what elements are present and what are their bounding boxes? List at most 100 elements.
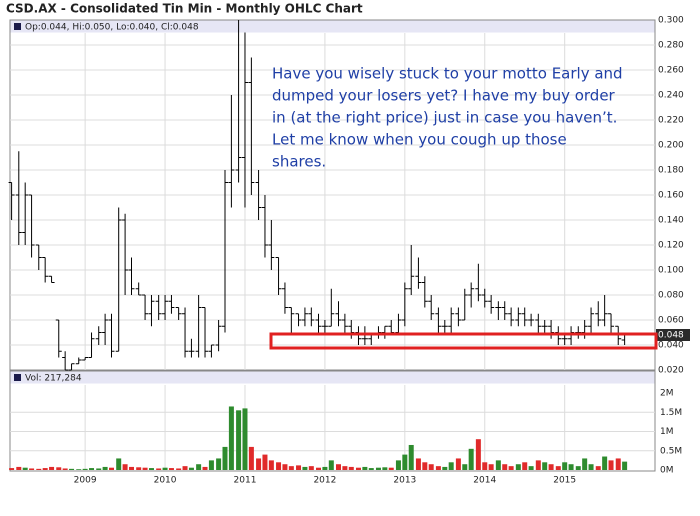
volume-bar [428, 464, 434, 470]
volume-bar [256, 458, 262, 470]
x-tick-label: 2009 [74, 476, 97, 486]
volume-bar [208, 460, 214, 470]
y-tick-label: 0.300 [658, 16, 684, 26]
volume-bar [168, 468, 174, 470]
volume-bar [475, 439, 481, 470]
volume-bar [89, 468, 95, 470]
volume-bar [222, 446, 228, 470]
volume-bar [96, 468, 102, 470]
y-tick-label: 0.5M [660, 446, 682, 456]
y-tick-label: 0.020 [658, 366, 684, 376]
volume-bar [582, 458, 588, 470]
volume-legend: Vol: 217,284 [25, 374, 82, 384]
volume-bar [162, 467, 168, 470]
x-tick-label: 2015 [553, 476, 576, 486]
annotation: Have you wisely stuck to your motto Earl… [272, 65, 623, 171]
volume-bar [395, 460, 401, 470]
volume-bar [9, 468, 15, 470]
volume-panel [9, 370, 656, 472]
volume-bar [328, 460, 334, 470]
volume-bar [608, 460, 614, 470]
volume-bar [182, 466, 188, 470]
volume-bar [348, 466, 354, 470]
y-tick-label: 0.120 [658, 241, 684, 251]
volume-bar [268, 460, 274, 470]
volume-bar [575, 466, 581, 470]
volume-bar [276, 462, 282, 470]
volume-bar [388, 467, 394, 470]
y-tick-label: 0.100 [658, 266, 684, 276]
y-tick-label: 0.240 [658, 91, 684, 101]
volume-bar [408, 444, 414, 470]
volume-bar [488, 464, 494, 470]
chart-title: CSD.AX - Consolidated Tin Min - Monthly … [6, 2, 363, 16]
x-tick-label: 2010 [154, 476, 177, 486]
volume-bar [495, 460, 501, 470]
y-tick-label: 0.140 [658, 216, 684, 226]
legend-icon [14, 374, 21, 381]
volume-bar [136, 467, 142, 470]
volume-bar [202, 466, 208, 470]
last-price-label: 0.048 [658, 331, 684, 341]
annotation-line: in (at the right price) just in case you… [272, 109, 617, 127]
volume-bar [382, 467, 388, 470]
annotation-line: dumped your losers yet? I have my buy or… [272, 87, 616, 105]
volume-bar [62, 468, 68, 470]
volume-bar [302, 466, 308, 470]
y-tick-label: 0.180 [658, 166, 684, 176]
volume-bar [442, 466, 448, 470]
volume-bar [122, 464, 128, 470]
volume-legend-strip [10, 371, 655, 384]
volume-bar [216, 458, 222, 470]
volume-bar [562, 462, 568, 470]
volume-bar [375, 467, 381, 470]
y-tick-label: 1.5M [660, 408, 682, 418]
volume-bar [56, 467, 62, 470]
volume-bar [102, 466, 108, 470]
volume-bar [82, 468, 88, 470]
highlight-box [269, 332, 658, 350]
volume-bar [362, 466, 368, 470]
volume-bar [555, 466, 561, 470]
volume-bar [76, 469, 82, 470]
volume-bar [602, 456, 608, 470]
volume-bar [116, 458, 122, 470]
volume-bar [455, 458, 461, 470]
volume-bar [29, 468, 35, 470]
volume-bar [156, 468, 162, 470]
x-tick-label: 2012 [313, 476, 336, 486]
volume-bar [109, 467, 115, 470]
volume-bar [448, 462, 454, 470]
volume-bar [142, 467, 148, 470]
volume-bar [236, 410, 242, 470]
y-tick-label: 0.040 [658, 341, 684, 351]
volume-bar [588, 464, 594, 470]
volume-bar [342, 466, 348, 470]
y-tick-label: 0.200 [658, 141, 684, 151]
volume-bar [49, 466, 55, 470]
volume-bar [528, 466, 534, 470]
last-price-box [656, 329, 690, 341]
price-legend-strip [10, 20, 655, 33]
y-tick-label: 0.260 [658, 66, 684, 76]
y-tick-label: 0M [660, 466, 674, 476]
y-tick-label: 0.080 [658, 291, 684, 301]
volume-bar [69, 468, 75, 470]
volume-bar [368, 468, 374, 470]
y-tick-label: 2M [660, 389, 674, 399]
volume-bar [148, 468, 154, 470]
volume-bar [316, 467, 322, 470]
volume-bar [415, 458, 421, 470]
volume-bar [535, 460, 541, 470]
price-legend: Op:0.044, Hi:0.050, Lo:0.040, Cl:0.048 [25, 23, 199, 33]
volume-bar [188, 467, 194, 470]
volume-bar [228, 406, 234, 470]
volume-bar [568, 464, 574, 470]
volume-bar [522, 462, 528, 470]
volume-bar [296, 465, 302, 470]
volume-bar [42, 468, 48, 470]
annotation-line: Let me know when you cough up those [272, 131, 567, 149]
volume-bar [22, 467, 28, 470]
volume-bar [542, 462, 548, 470]
